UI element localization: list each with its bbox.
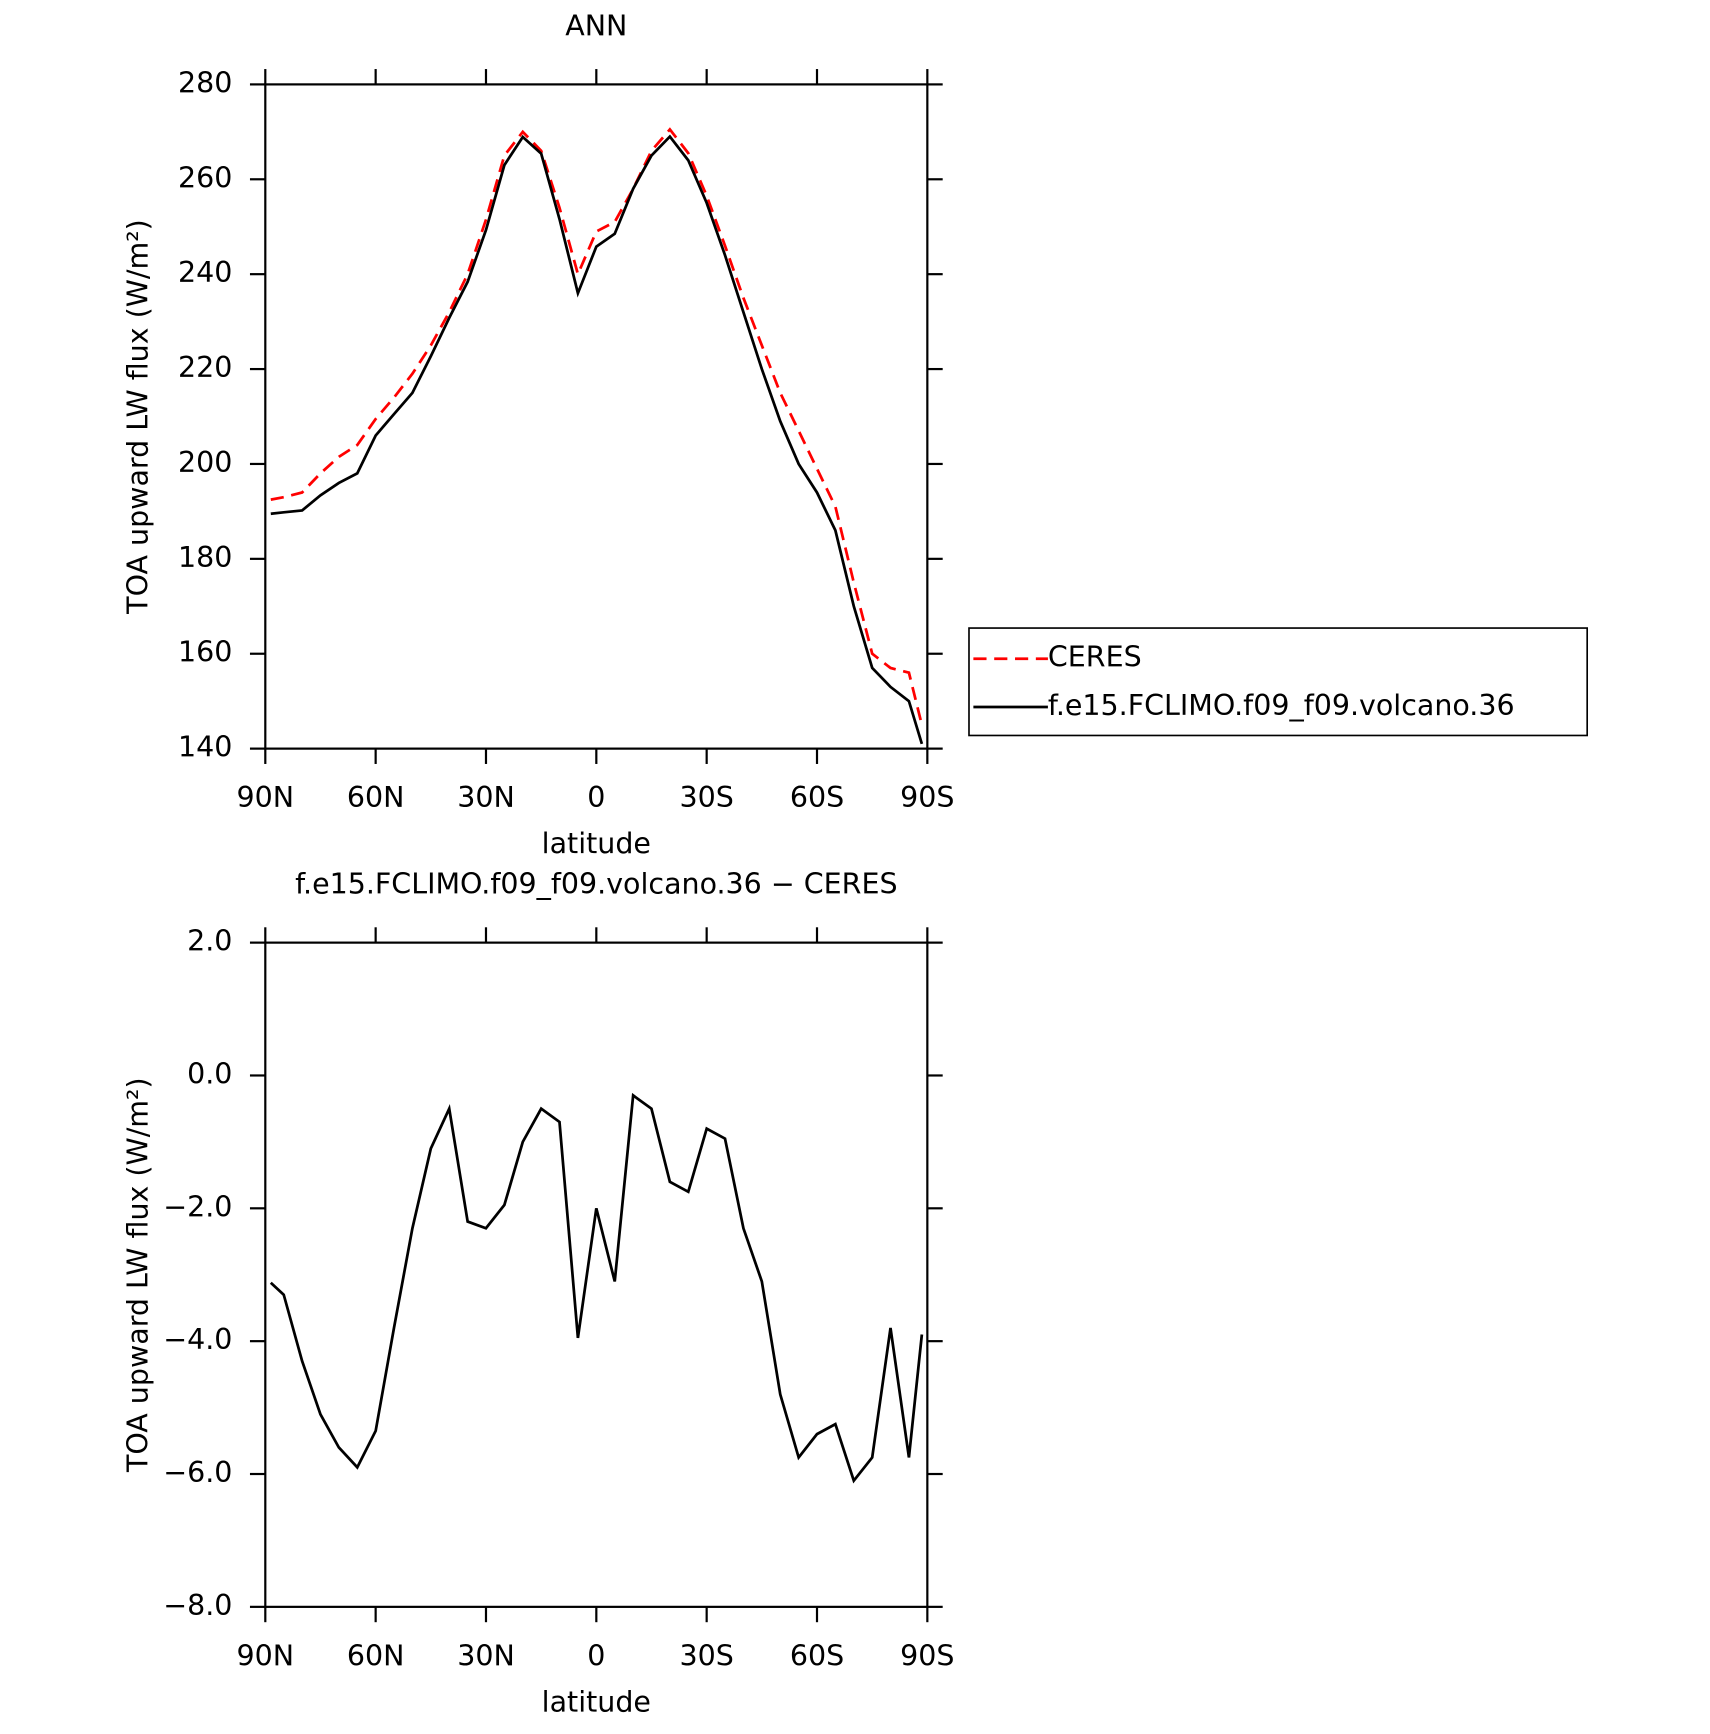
y-tick-label: −8.0 bbox=[163, 1589, 232, 1622]
series-line bbox=[270, 127, 924, 726]
y-tick-label: 140 bbox=[178, 731, 232, 764]
y-tick-label: 180 bbox=[178, 541, 232, 574]
x-tick-label: 60N bbox=[347, 781, 405, 814]
x-tick-label: 90S bbox=[900, 781, 954, 814]
legend-box bbox=[968, 627, 1589, 737]
y-tick-label: −4.0 bbox=[163, 1323, 232, 1356]
y-axis-label: TOA upward LW flux (W/m²) bbox=[121, 1077, 154, 1473]
series-line bbox=[270, 134, 924, 745]
x-tick-label: 90N bbox=[237, 1639, 295, 1672]
y-tick-label: 200 bbox=[178, 446, 232, 479]
x-tick-label: 0 bbox=[587, 781, 605, 814]
x-tick-label: 60S bbox=[790, 781, 844, 814]
x-tick-label: 30S bbox=[679, 781, 733, 814]
x-tick-label: 30N bbox=[457, 781, 515, 814]
legend-label: CERES bbox=[1048, 641, 1142, 674]
y-axis-label: TOA upward LW flux (W/m²) bbox=[121, 219, 154, 615]
x-tick-label: 60N bbox=[347, 1639, 405, 1672]
y-tick-label: 280 bbox=[178, 66, 232, 99]
x-axis-label: latitude bbox=[542, 1685, 651, 1718]
x-tick-label: 90N bbox=[237, 781, 295, 814]
legend-label: f.e15.FCLIMO.f09_f09.volcano.36 bbox=[1048, 689, 1515, 722]
plot-frame bbox=[264, 941, 929, 1608]
y-tick-label: 260 bbox=[178, 161, 232, 194]
chart-title: ANN bbox=[565, 9, 627, 42]
y-tick-label: −2.0 bbox=[163, 1190, 232, 1223]
x-tick-label: 90S bbox=[900, 1639, 954, 1672]
y-tick-label: 220 bbox=[178, 351, 232, 384]
x-tick-label: 60S bbox=[790, 1639, 844, 1672]
x-axis-label: latitude bbox=[542, 827, 651, 860]
y-tick-label: 160 bbox=[178, 636, 232, 669]
y-tick-label: 0.0 bbox=[187, 1057, 232, 1090]
y-tick-label: 240 bbox=[178, 256, 232, 289]
x-tick-label: 0 bbox=[587, 1639, 605, 1672]
y-tick-label: 2.0 bbox=[187, 925, 232, 958]
series-line bbox=[269, 1092, 924, 1484]
y-tick-label: −6.0 bbox=[163, 1456, 232, 1489]
chart-title: f.e15.FCLIMO.f09_f09.volcano.36 − CERES bbox=[295, 868, 897, 901]
x-tick-label: 30S bbox=[679, 1639, 733, 1672]
x-tick-label: 30N bbox=[457, 1639, 515, 1672]
plot-frame bbox=[264, 83, 929, 750]
